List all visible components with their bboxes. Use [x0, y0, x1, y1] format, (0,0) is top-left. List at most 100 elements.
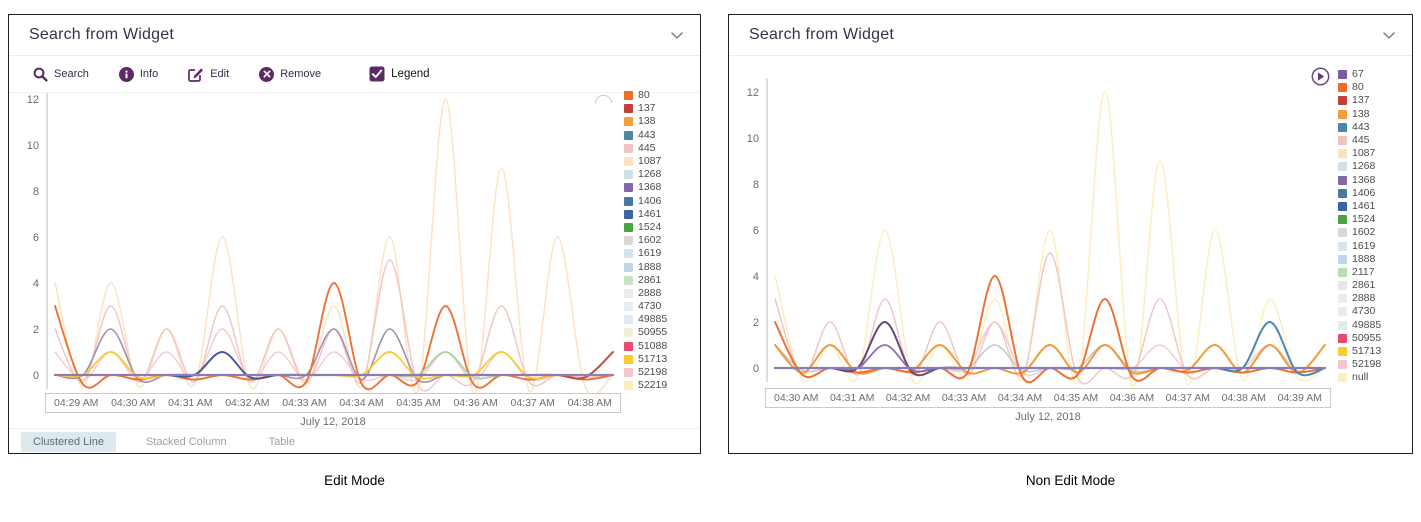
search-button[interactable]: Search [33, 67, 89, 82]
legend-item-1368[interactable]: 1368 [1338, 174, 1408, 187]
legend-value: 1406 [1352, 186, 1376, 199]
legend-item-1602[interactable]: 1602 [624, 234, 696, 247]
tab-stacked-column[interactable]: Stacked Column [145, 435, 227, 448]
legend-item-51713[interactable]: 51713 [624, 353, 696, 366]
legend-value: 50955 [638, 326, 668, 339]
legend-item-1461[interactable]: 1461 [1338, 200, 1408, 213]
legend-item-1524[interactable]: 1524 [1338, 213, 1408, 226]
line-chart-plot[interactable]: 0 2 4 6 8 10 12 [9, 93, 625, 393]
legend-item-49885[interactable]: 49885 [1338, 319, 1408, 332]
legend-item-2888[interactable]: 2888 [1338, 292, 1408, 305]
play-button-partial[interactable] [595, 95, 612, 103]
legend-value: 1368 [638, 181, 662, 194]
legend-item-49885[interactable]: 49885 [624, 313, 696, 326]
legend-swatch [1338, 320, 1347, 330]
legend-item-50955[interactable]: 50955 [624, 326, 696, 339]
legend-value: null [1352, 371, 1369, 384]
info-button[interactable]: Info [118, 66, 158, 82]
legend-item-138[interactable]: 138 [624, 115, 696, 128]
line-chart-plot[interactable]: 0 2 4 6 8 10 12 [729, 62, 1337, 388]
remove-label: Remove [280, 68, 322, 80]
legend-swatch [1338, 307, 1347, 317]
legend-item-443[interactable]: 443 [624, 129, 696, 142]
legend-item-138[interactable]: 138 [1338, 108, 1408, 121]
edit-button[interactable]: Edit [188, 67, 229, 82]
legend-swatch [624, 222, 633, 232]
panel-header: Search from Widget [9, 15, 700, 56]
legend-value: 50955 [1352, 331, 1382, 344]
legend-swatch [1338, 122, 1347, 132]
legend-value: 67 [1352, 68, 1364, 81]
legend-item-2117[interactable]: 2117 [1338, 266, 1408, 279]
search-label: Search [54, 68, 89, 80]
y-tick-label: 2 [753, 317, 759, 329]
series-line-445 [54, 259, 614, 392]
legend-swatch [1338, 215, 1347, 225]
legend-item-1368[interactable]: 1368 [624, 181, 696, 194]
legend-item-51088[interactable]: 51088 [624, 340, 696, 353]
legend-item-445[interactable]: 445 [624, 142, 696, 155]
legend-item-2861[interactable]: 2861 [624, 274, 696, 287]
legend-item-null[interactable]: null [1338, 371, 1408, 384]
chevron-down-icon[interactable] [670, 31, 684, 40]
legend-swatch [1338, 347, 1347, 357]
chart-column: 0 2 4 6 8 10 12 04:30 AM 04:31 AM 04:32 AM 04:33 … [729, 62, 1337, 453]
legend-swatch [624, 288, 633, 298]
legend-item-2888[interactable]: 2888 [624, 287, 696, 300]
legend-value: 52219 [638, 379, 668, 392]
legend-item-137[interactable]: 137 [1338, 94, 1408, 107]
legend-item-445[interactable]: 445 [1338, 134, 1408, 147]
legend-item-1268[interactable]: 1268 [1338, 160, 1408, 173]
legend-item-1602[interactable]: 1602 [1338, 226, 1408, 239]
legend-item-1406[interactable]: 1406 [624, 195, 696, 208]
legend-item-80[interactable]: 80 [624, 89, 696, 102]
legend-item-1888[interactable]: 1888 [1338, 253, 1408, 266]
legend-value: 1268 [638, 168, 662, 181]
remove-button[interactable]: Remove [259, 66, 322, 82]
legend-item-4730[interactable]: 4730 [1338, 305, 1408, 318]
legend-item-1461[interactable]: 1461 [624, 208, 696, 221]
legend-item-1619[interactable]: 1619 [624, 247, 696, 260]
legend-item-443[interactable]: 443 [1338, 121, 1408, 134]
legend-swatch [624, 381, 633, 391]
legend-swatch [1338, 96, 1347, 106]
x-tick-label: 04:39 AM [1277, 392, 1322, 404]
legend-swatch [1338, 188, 1347, 198]
tab-clustered-line[interactable]: Clustered Line [21, 431, 116, 452]
legend-value: 2888 [1352, 292, 1376, 305]
legend-item-1524[interactable]: 1524 [624, 221, 696, 234]
legend-item-1888[interactable]: 1888 [624, 260, 696, 273]
legend-item-1406[interactable]: 1406 [1338, 187, 1408, 200]
tab-table[interactable]: Table [268, 435, 295, 448]
legend-item-2861[interactable]: 2861 [1338, 279, 1408, 292]
legend-swatch [1338, 373, 1347, 383]
legend-item-1087[interactable]: 1087 [624, 155, 696, 168]
x-axis-strip: 04:30 AM 04:31 AM 04:32 AM 04:33 AM 04:34 AM… [765, 388, 1331, 408]
legend-item-1268[interactable]: 1268 [624, 168, 696, 181]
chart-legend: 80 137 138 443 445 1087 1268 1368 1406 1461 1524 16… [624, 89, 696, 392]
legend-item-1619[interactable]: 1619 [1338, 239, 1408, 252]
legend-item-80[interactable]: 80 [1338, 81, 1408, 94]
caption-edit-mode: Edit Mode [324, 473, 385, 488]
legend-swatch [624, 249, 633, 259]
legend-item-52219[interactable]: 52219 [624, 379, 696, 392]
y-tick-label: 0 [753, 363, 759, 375]
chart-zone: 0 2 4 6 8 10 12 04:29 AM 04:30 AM 04:31 AM 04:32 … [9, 89, 700, 428]
x-tick-label: 04:37 AM [510, 397, 555, 409]
play-button[interactable] [1311, 67, 1330, 86]
widget-panel-edit-mode: Search from Widget Search [8, 14, 701, 454]
remove-icon [259, 66, 275, 82]
legend-toggle-label: Legend [391, 68, 430, 80]
legend-item-137[interactable]: 137 [624, 102, 696, 115]
legend-item-50955[interactable]: 50955 [1338, 332, 1408, 345]
legend-toggle[interactable]: Legend [369, 66, 430, 82]
legend-item-52198[interactable]: 52198 [624, 366, 696, 379]
legend-item-51713[interactable]: 51713 [1338, 345, 1408, 358]
legend-item-1087[interactable]: 1087 [1338, 147, 1408, 160]
legend-item-4730[interactable]: 4730 [624, 300, 696, 313]
chevron-down-icon[interactable] [1382, 31, 1396, 40]
legend-value: 51713 [638, 352, 668, 365]
legend-value: 137 [638, 102, 656, 115]
legend-item-67[interactable]: 67 [1338, 68, 1408, 81]
legend-item-52198[interactable]: 52198 [1338, 358, 1408, 371]
